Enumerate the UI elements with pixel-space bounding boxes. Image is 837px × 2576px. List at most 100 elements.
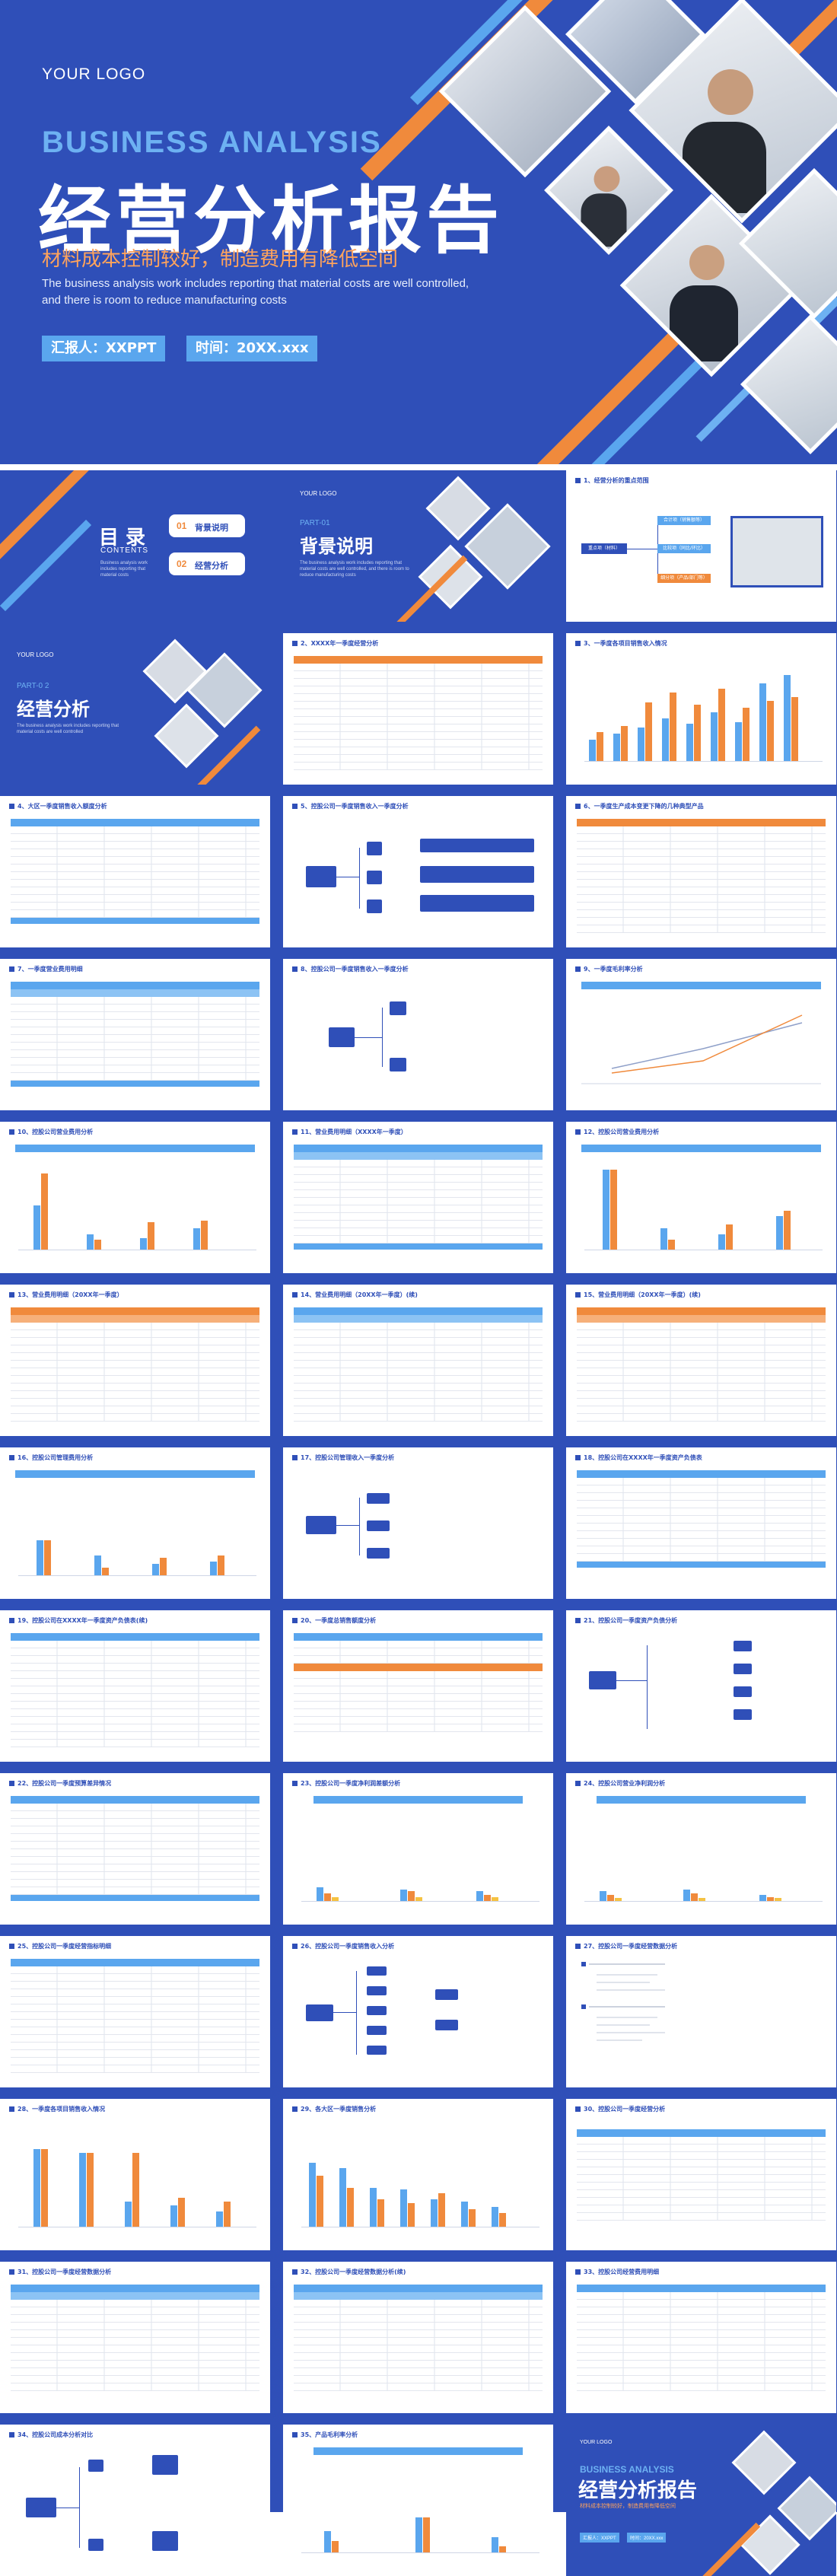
slide-title: 20、一季度总销售额度分析 <box>292 1616 376 1625</box>
part1-title: 背景说明 <box>300 536 373 557</box>
data-table <box>294 1145 543 1263</box>
data-table <box>11 1633 259 1751</box>
slide-33: 33、控股公司经营费用明细 <box>566 2262 836 2413</box>
toc-item-1-label: 背景说明 <box>195 523 228 533</box>
diagram-node <box>367 1966 387 1976</box>
diagram-node <box>367 1548 390 1559</box>
toc-item-2-label: 经营分析 <box>195 561 228 571</box>
slide-11: 11、营业费用明细（XXXX年一季度） <box>283 1122 553 1273</box>
end-logo: YOUR LOGO <box>580 2440 613 2445</box>
bar-chart <box>301 2455 539 2553</box>
slide-22: 22、控股公司一季度预算差异情况 <box>0 1773 270 1925</box>
toc-item-1[interactable]: 01 背景说明 <box>169 514 245 537</box>
diagram-node <box>367 900 382 913</box>
data-table <box>577 1307 826 1425</box>
toc-slide: 目 录 CONTENTS Business analysis work incl… <box>0 470 270 622</box>
slide-23: 23、控股公司一季度净利润差额分析 <box>283 1773 553 1925</box>
data-table <box>11 2285 259 2402</box>
slide-20: 20、一季度总销售额度分析 <box>283 1610 553 1762</box>
reporter-tag: 汇报人：XXPPT <box>42 336 166 361</box>
chart-header <box>313 1796 523 1804</box>
slide-5: 5、控股公司一季度销售收入一季度分析 <box>283 796 553 947</box>
diagram-node <box>734 1686 752 1697</box>
data-table <box>294 2285 543 2402</box>
slide-title: 23、控股公司一季度净利润差额分析 <box>292 1779 400 1788</box>
toc-item-1-num: 01 <box>177 521 187 531</box>
photo-diamond <box>544 126 673 255</box>
connector-line <box>359 848 360 909</box>
part2-label: PART-0 2 <box>17 682 49 690</box>
slide-13: 13、营业费用明细（20XX年一季度） <box>0 1285 270 1436</box>
text-line <box>589 2006 665 2008</box>
photo-diamond <box>154 703 219 769</box>
slide-8: 8、控股公司一季度销售收入一季度分析 <box>283 959 553 1110</box>
data-table <box>294 656 543 774</box>
slide-title: 6、一季度生产成本变更下降的几种典型产品 <box>575 802 704 810</box>
data-table <box>577 819 826 937</box>
text-line <box>597 2032 665 2033</box>
diagram-node <box>367 1986 387 1995</box>
slide-4: 4、大区一季度销售收入额度分析 <box>0 796 270 947</box>
text-line <box>597 1982 650 1983</box>
bullet-icon <box>581 2004 586 2009</box>
diagram-node <box>26 2498 56 2517</box>
diagram-node <box>306 1516 336 1534</box>
diagram-node <box>589 1671 616 1689</box>
slide-32: 32、控股公司一季度经营数据分析(续) <box>283 2262 553 2413</box>
connector-line <box>359 1498 360 1555</box>
slide-title: 34、控股公司成本分析对比 <box>9 2431 93 2439</box>
slide-grid: 目 录 CONTENTS Business analysis work incl… <box>0 470 837 2576</box>
slide-title: 26、控股公司一季度销售收入分析 <box>292 1942 394 1950</box>
cover-title-cn: 经营分析报告 <box>38 178 504 263</box>
data-table <box>11 982 259 1100</box>
data-table <box>11 819 259 937</box>
slide-29: 29、各大区一季度销售分析 <box>283 2099 553 2250</box>
diagram-node <box>367 2006 387 2015</box>
chart-header <box>15 1145 255 1152</box>
line-chart <box>581 1014 821 1084</box>
diagram-node <box>734 1709 752 1720</box>
slide-2: 2、XXXX年一季度经营分析 <box>283 633 553 785</box>
slide-1: 1、经营分析的重点范围 重点项（材料） 合计项（销售额等） 比较项（同比/环比）… <box>566 470 836 622</box>
chart-header <box>581 1145 821 1152</box>
diagram-node <box>420 895 534 912</box>
chart-header <box>597 1796 806 1804</box>
slide-title: 13、营业费用明细（20XX年一季度） <box>9 1291 123 1299</box>
slide-14: 14、营业费用明细（20XX年一季度）(续) <box>283 1285 553 1436</box>
slide-9: 9、一季度毛利率分析 <box>566 959 836 1110</box>
text-line <box>597 1989 665 1991</box>
data-table <box>577 2285 826 2402</box>
connector-line <box>356 1971 357 2055</box>
slide-title: 10、控股公司营业费用分析 <box>9 1128 93 1136</box>
diagram-node <box>435 2020 458 2030</box>
connector-line <box>333 2012 356 2013</box>
bar-chart <box>584 664 823 762</box>
toc-item-2[interactable]: 02 经营分析 <box>169 552 245 575</box>
chart-header <box>313 2447 523 2455</box>
slide-title: 1、经营分析的重点范围 <box>575 476 649 485</box>
part2-slide: YOUR LOGO PART-0 2 经营分析 The business ana… <box>0 633 270 785</box>
slide-title: 17、控股公司管理收入一季度分析 <box>292 1454 394 1462</box>
connector-line <box>382 1008 383 1067</box>
connector-line <box>647 1645 648 1729</box>
branch-node-3: 细分项（产品/部门等） <box>657 574 711 583</box>
cover-subtitle: 材料成本控制较好，制造费用有降低空间 <box>42 248 399 271</box>
cover-slide: YOUR LOGO BUSINESS ANALYSIS 经营分析报告 材料成本控… <box>0 0 837 464</box>
diagram-node <box>367 842 382 855</box>
data-table <box>294 1307 543 1425</box>
slide-title: 4、大区一季度销售收入额度分析 <box>9 802 107 810</box>
part2-desc: The business analysis work includes repo… <box>17 724 119 734</box>
slide-31: 31、控股公司一季度经营数据分析 <box>0 2262 270 2413</box>
slide-title: 8、控股公司一季度销售收入一季度分析 <box>292 965 409 973</box>
slide-30: 30、控股公司一季度经营分析 <box>566 2099 836 2250</box>
slide-title: 21、控股公司一季度资产负债分析 <box>575 1616 677 1625</box>
slide-title: 18、控股公司在XXXX年一季度资产负债表 <box>575 1454 702 1462</box>
slide-19: 19、控股公司在XXXX年一季度资产负债表(续) <box>0 1610 270 1762</box>
slide-17: 17、控股公司管理收入一季度分析 <box>283 1447 553 1599</box>
time-tag: 时间：20XX.xxx <box>186 336 318 361</box>
bar-chart <box>584 1152 823 1250</box>
data-table <box>11 1796 259 1914</box>
slide-34: 34、控股公司成本分析对比 <box>0 2425 270 2576</box>
slide-title: 28、一季度各项目销售收入情况 <box>9 2105 105 2113</box>
end-slide: YOUR LOGO BUSINESS ANALYSIS 经营分析报告 材料成本控… <box>566 2425 836 2576</box>
